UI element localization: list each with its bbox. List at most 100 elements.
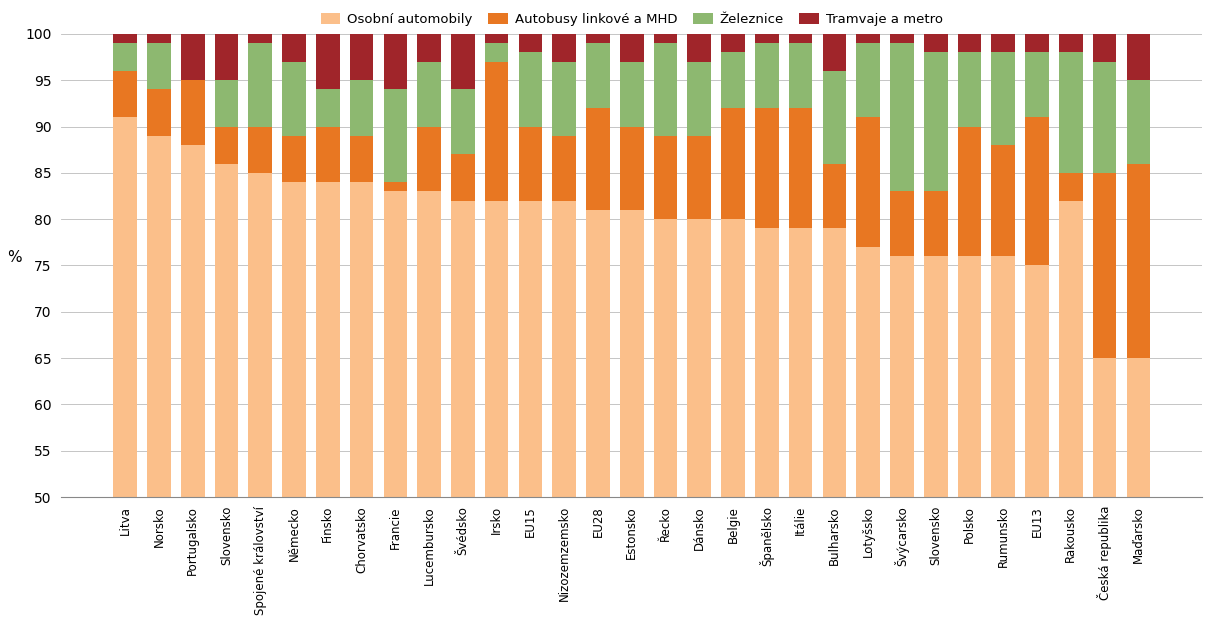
Bar xyxy=(688,62,711,136)
Bar xyxy=(316,90,340,126)
Bar xyxy=(451,90,475,154)
Bar xyxy=(417,126,441,192)
Y-axis label: %: % xyxy=(7,251,22,266)
Bar xyxy=(586,34,609,43)
Bar xyxy=(1025,117,1049,266)
Bar xyxy=(417,62,441,126)
Bar xyxy=(654,219,677,622)
Bar xyxy=(485,62,509,201)
Bar xyxy=(553,136,575,201)
Bar xyxy=(519,52,543,126)
Bar xyxy=(856,34,880,43)
Bar xyxy=(114,117,137,622)
Bar xyxy=(586,210,609,622)
Bar xyxy=(722,108,745,219)
Bar xyxy=(147,34,170,43)
Bar xyxy=(620,34,643,62)
Bar xyxy=(282,136,306,182)
Bar xyxy=(958,34,982,52)
Bar xyxy=(890,43,914,192)
Bar xyxy=(1093,173,1116,358)
Bar xyxy=(756,34,779,43)
Bar xyxy=(958,256,982,622)
Bar xyxy=(248,173,272,622)
Bar xyxy=(1127,34,1150,80)
Bar xyxy=(1025,34,1049,52)
Bar xyxy=(890,256,914,622)
Bar xyxy=(181,34,204,80)
Bar xyxy=(383,182,407,192)
Bar xyxy=(586,43,609,108)
Bar xyxy=(991,145,1016,256)
Bar xyxy=(788,43,812,108)
Bar xyxy=(248,34,272,43)
Bar xyxy=(147,43,170,90)
Bar xyxy=(722,219,745,622)
Bar xyxy=(924,34,948,52)
Bar xyxy=(248,126,272,173)
Bar xyxy=(316,126,340,182)
Bar xyxy=(349,182,374,622)
Bar xyxy=(1025,266,1049,622)
Bar xyxy=(147,90,170,136)
Bar xyxy=(924,192,948,256)
Bar xyxy=(553,201,575,622)
Bar xyxy=(282,182,306,622)
Bar xyxy=(654,43,677,136)
Bar xyxy=(383,34,407,90)
Bar xyxy=(1059,173,1083,201)
Bar xyxy=(822,164,846,228)
Bar xyxy=(451,201,475,622)
Bar xyxy=(282,34,306,62)
Bar xyxy=(688,219,711,622)
Bar xyxy=(147,136,170,622)
Bar xyxy=(316,182,340,622)
Bar xyxy=(215,164,238,622)
Bar xyxy=(1059,52,1083,173)
Bar xyxy=(349,136,374,182)
Bar xyxy=(1127,80,1150,164)
Bar xyxy=(417,34,441,62)
Bar xyxy=(722,52,745,108)
Bar xyxy=(553,62,575,136)
Bar xyxy=(485,34,509,43)
Bar xyxy=(114,43,137,71)
Bar xyxy=(519,201,543,622)
Bar xyxy=(553,34,575,62)
Bar xyxy=(383,90,407,182)
Bar xyxy=(485,201,509,622)
Bar xyxy=(991,34,1016,52)
Bar xyxy=(215,34,238,80)
Bar xyxy=(215,80,238,126)
Bar xyxy=(788,228,812,622)
Bar xyxy=(890,192,914,256)
Bar xyxy=(1025,52,1049,117)
Bar xyxy=(856,43,880,117)
Bar xyxy=(856,117,880,247)
Bar xyxy=(215,126,238,164)
Bar xyxy=(654,34,677,43)
Bar xyxy=(114,71,137,117)
Bar xyxy=(1127,358,1150,622)
Bar xyxy=(788,108,812,228)
Bar xyxy=(822,34,846,71)
Bar xyxy=(349,34,374,80)
Bar xyxy=(756,108,779,228)
Bar xyxy=(924,52,948,192)
Bar xyxy=(349,80,374,136)
Bar xyxy=(890,34,914,43)
Bar xyxy=(282,62,306,136)
Bar xyxy=(620,126,643,210)
Bar xyxy=(991,52,1016,145)
Bar xyxy=(586,108,609,210)
Bar xyxy=(1093,358,1116,622)
Bar xyxy=(688,34,711,62)
Bar xyxy=(485,43,509,62)
Bar xyxy=(417,192,441,622)
Bar xyxy=(722,34,745,52)
Legend: Osobní automobily, Autobusy linkové a MHD, Železnice, Tramvaje a metro: Osobní automobily, Autobusy linkové a MH… xyxy=(316,8,948,32)
Bar xyxy=(620,62,643,126)
Bar xyxy=(383,192,407,622)
Bar xyxy=(822,228,846,622)
Bar xyxy=(181,145,204,622)
